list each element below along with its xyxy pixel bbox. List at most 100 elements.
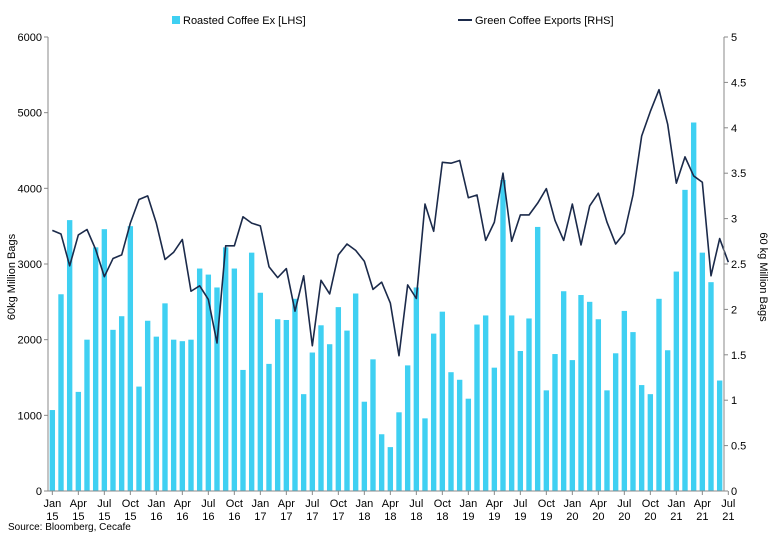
y-right-tick-label: 1 (731, 395, 737, 407)
x-tick-label-month: Oct (538, 498, 555, 510)
bar (430, 333, 437, 491)
bar (292, 298, 298, 491)
bar (378, 434, 385, 491)
bar (699, 252, 706, 491)
x-tick-label-year: 20 (644, 511, 656, 523)
bar (162, 303, 168, 491)
bar (422, 418, 428, 491)
x-tick-label-year: 21 (696, 511, 708, 523)
y-right-tick-label: 4 (731, 123, 737, 135)
x-tick-label-month: Oct (226, 498, 243, 510)
bar (283, 319, 290, 491)
x-tick-label-year: 19 (540, 511, 552, 523)
bar (569, 360, 576, 491)
bar (352, 293, 359, 491)
y-left-tick-label: 4000 (18, 183, 42, 195)
bar (439, 311, 446, 491)
x-tick-label-year: 16 (228, 511, 240, 523)
x-tick-label-year: 16 (176, 511, 188, 523)
bar (66, 220, 73, 492)
bar (656, 298, 662, 491)
source-note: Source: Bloomberg, Cecafe (8, 522, 131, 533)
bar (300, 394, 307, 491)
x-tick-label-month: Jan (355, 498, 373, 510)
bar (49, 410, 56, 491)
bar (179, 341, 186, 491)
y-left-tick-label: 0 (36, 486, 42, 498)
bar (586, 301, 593, 491)
x-tick-label-year: 18 (436, 511, 448, 523)
x-tick-label-year: 19 (514, 511, 526, 523)
bar (153, 336, 160, 491)
bar (101, 229, 108, 491)
bar (560, 291, 567, 491)
x-tick-label-year: 21 (670, 511, 682, 523)
x-tick-label-month: Jul (721, 498, 735, 510)
bar (335, 307, 342, 491)
bar (413, 287, 420, 491)
bar (595, 319, 602, 491)
bar (326, 344, 333, 491)
bar (257, 292, 264, 491)
x-tick-label-year: 17 (254, 511, 266, 523)
x-tick-label-year: 15 (72, 511, 84, 523)
bar (58, 294, 64, 491)
x-tick-label-month: Oct (330, 498, 347, 510)
legend: Roasted Coffee Ex [LHS] Green Coffee Expo… (172, 15, 614, 27)
bar (318, 325, 324, 491)
x-tick-label-year: 18 (384, 511, 396, 523)
y-right-tick-label: 0.5 (731, 441, 746, 453)
y-axis-right-title: 60 kg Million Bags (757, 232, 769, 322)
bar (84, 339, 90, 491)
bar (491, 367, 498, 491)
bar (75, 391, 82, 491)
bar-series-roasted-coffee (49, 122, 723, 492)
x-tick-label-month: Jan (459, 498, 477, 510)
x-tick-label-month: Apr (174, 498, 191, 510)
x-tick-label-month: Oct (642, 498, 659, 510)
line-series-green-coffee (52, 88, 730, 357)
bar (465, 398, 472, 491)
bar (396, 412, 402, 491)
x-tick-label-month: Jul (305, 498, 319, 510)
x-tick-label-month: Jul (513, 498, 527, 510)
y-right-tick-label: 0 (731, 486, 737, 498)
x-tick-label-month: Jan (147, 498, 165, 510)
bar (682, 189, 688, 491)
legend-label-roasted: Roasted Coffee Ex [LHS] (183, 15, 306, 27)
x-tick-label-year: 17 (332, 511, 344, 523)
x-tick-label-year: 17 (280, 511, 292, 523)
bar (474, 324, 480, 491)
legend-swatch-bar (172, 16, 180, 24)
x-tick-label-month: Jul (617, 498, 631, 510)
x-tick-label-year: 20 (566, 511, 578, 523)
x-tick-label-year: 15 (98, 511, 110, 523)
x-tick-label-year: 21 (722, 511, 734, 523)
bar (266, 363, 272, 491)
y-left-tick-label: 6000 (18, 32, 42, 44)
x-tick-label-year: 17 (306, 511, 318, 523)
y-right-tick-label: 2.5 (731, 259, 746, 271)
bar (517, 351, 524, 491)
bar (621, 310, 628, 491)
x-tick-label-month: Jul (97, 498, 111, 510)
bar (248, 252, 255, 491)
bar (222, 247, 229, 491)
bar (231, 268, 238, 491)
bar (387, 447, 394, 491)
bar (274, 319, 281, 491)
x-tick-label-month: Oct (434, 498, 451, 510)
x-tick-label-year: 20 (618, 511, 630, 523)
y-right-tick-label: 3.5 (731, 168, 746, 180)
x-tick-label-year: 19 (462, 511, 474, 523)
bar (370, 359, 376, 491)
bar (612, 353, 619, 491)
x-tick-label-month: Apr (70, 498, 87, 510)
bar (344, 330, 350, 491)
y-left-tick-label: 2000 (18, 335, 42, 347)
x-tick-label-year: 18 (358, 511, 370, 523)
x-tick-label-month: Apr (382, 498, 399, 510)
bar (534, 226, 541, 492)
bar (604, 390, 610, 491)
bar (214, 287, 220, 491)
